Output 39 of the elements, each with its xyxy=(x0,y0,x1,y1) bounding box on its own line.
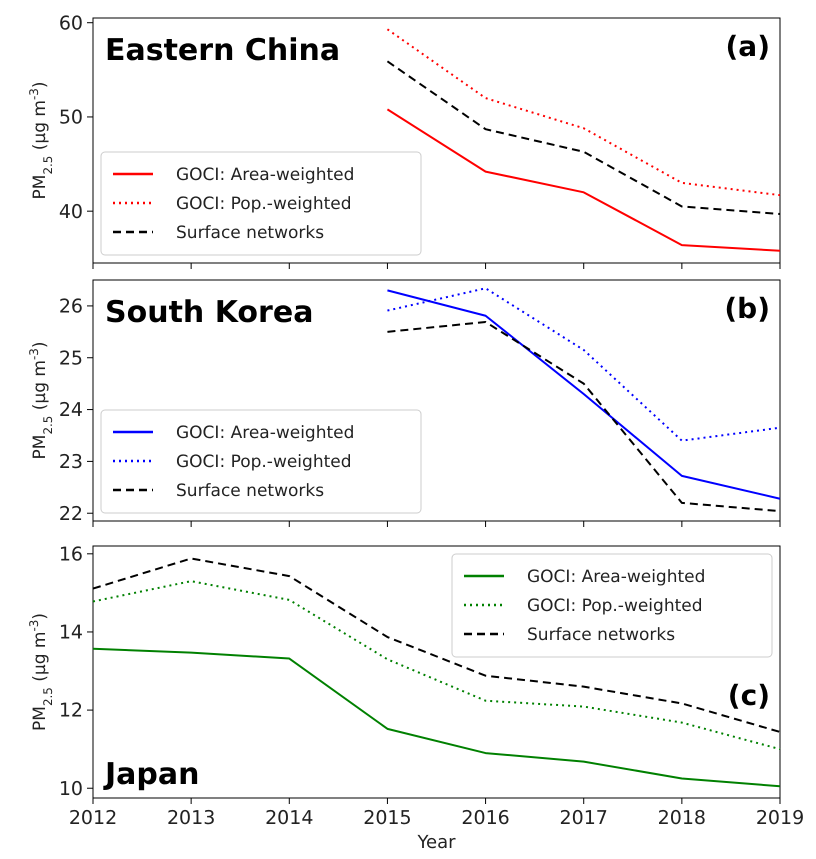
legend-label: GOCI: Area-weighted xyxy=(176,164,354,185)
line-series xyxy=(386,108,781,252)
y-tick-label: 60 xyxy=(58,12,83,34)
line-series xyxy=(386,289,781,500)
legend-label: GOCI: Pop.-weighted xyxy=(176,452,352,472)
x-tick-label: 2013 xyxy=(166,807,216,829)
x-tick-label: 2017 xyxy=(560,807,608,829)
annotation: (a) xyxy=(726,30,770,63)
y-tick-label: 25 xyxy=(58,347,83,370)
y-tick-label: 22 xyxy=(58,502,83,525)
x-tick-label: 2019 xyxy=(756,807,804,829)
annotation: (b) xyxy=(724,292,770,325)
line-series xyxy=(386,28,781,196)
text: Japan xyxy=(103,757,200,792)
x-axis-title: Year xyxy=(416,832,456,853)
text: South Korea xyxy=(105,295,314,330)
y-tick-label: 24 xyxy=(58,399,83,422)
y-tick-label: 26 xyxy=(58,296,83,318)
legend-label: GOCI: Pop.-weighted xyxy=(527,596,703,616)
y-tick-label: 14 xyxy=(58,622,83,644)
x-tick-label: 2012 xyxy=(68,807,118,829)
legend-label: Surface networks xyxy=(527,624,676,645)
annotation: (c) xyxy=(728,679,770,712)
x-tick-label: 2018 xyxy=(658,807,706,829)
y-tick-label: 16 xyxy=(58,543,83,566)
y-tick-label: 12 xyxy=(58,700,83,722)
text: Eastern China xyxy=(105,33,340,68)
legend-label: GOCI: Pop.-weighted xyxy=(176,194,352,214)
x-tick-label: 2016 xyxy=(461,807,510,829)
legend-label: GOCI: Area-weighted xyxy=(527,566,706,587)
y-tick-label: 40 xyxy=(58,200,83,223)
legend-label: GOCI: Area-weighted xyxy=(176,422,354,443)
y-tick-label: 50 xyxy=(58,106,83,129)
y-tick-label: 10 xyxy=(58,778,83,800)
legend-label: Surface networks xyxy=(176,222,324,243)
x-tick-label: 2015 xyxy=(363,807,412,829)
y-tick-label: 23 xyxy=(58,451,83,474)
legend-label: Surface networks xyxy=(176,480,324,501)
x-tick-label: 2014 xyxy=(265,807,314,829)
